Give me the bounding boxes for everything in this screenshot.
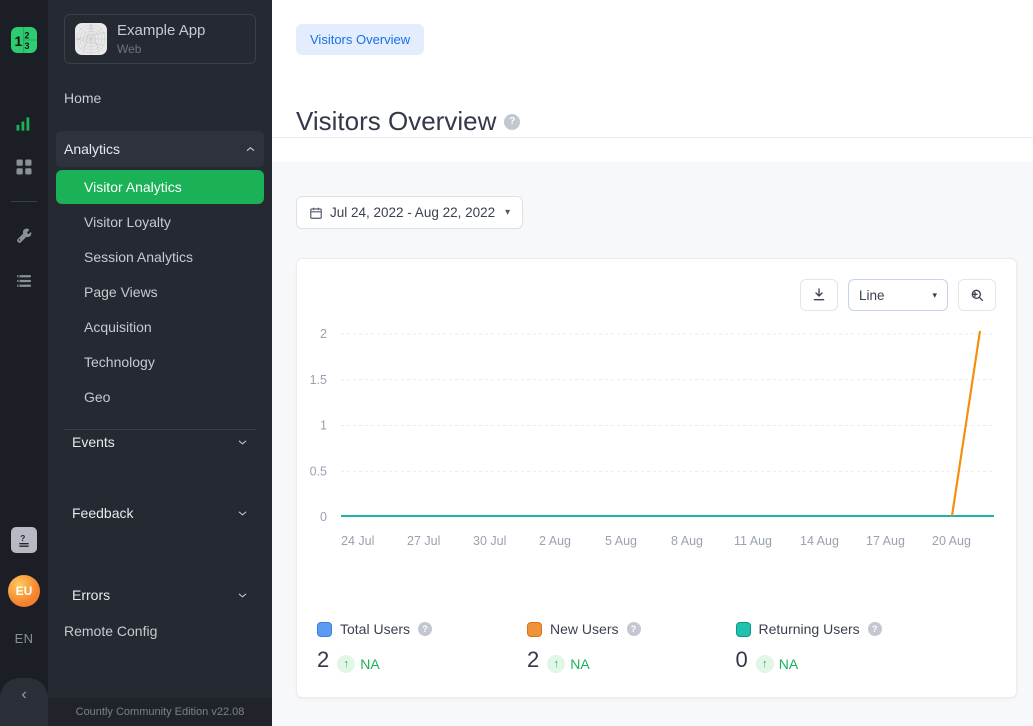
svg-text:14 Aug: 14 Aug xyxy=(800,534,839,548)
svg-text:17 Aug: 17 Aug xyxy=(866,534,905,548)
svg-text:2 Aug: 2 Aug xyxy=(539,534,571,548)
svg-text:1: 1 xyxy=(320,419,327,433)
svg-text:27 Jul: 27 Jul xyxy=(407,534,440,548)
svg-text:20 Aug: 20 Aug xyxy=(932,534,971,548)
svg-text:?: ? xyxy=(20,533,25,543)
svg-text:2: 2 xyxy=(320,327,327,341)
svg-text:30 Jul: 30 Jul xyxy=(473,534,506,548)
svg-text:11 Aug: 11 Aug xyxy=(734,534,772,548)
svg-text:1: 1 xyxy=(14,33,22,49)
svg-text:5 Aug: 5 Aug xyxy=(605,534,637,548)
svg-text:8 Aug: 8 Aug xyxy=(671,534,703,548)
svg-text:2: 2 xyxy=(24,31,29,41)
svg-text:1.5: 1.5 xyxy=(310,373,327,387)
svg-text:3: 3 xyxy=(24,41,29,51)
svg-text:0: 0 xyxy=(320,510,327,524)
svg-text:24 Jul: 24 Jul xyxy=(341,534,374,548)
svg-text:0.5: 0.5 xyxy=(310,464,327,478)
